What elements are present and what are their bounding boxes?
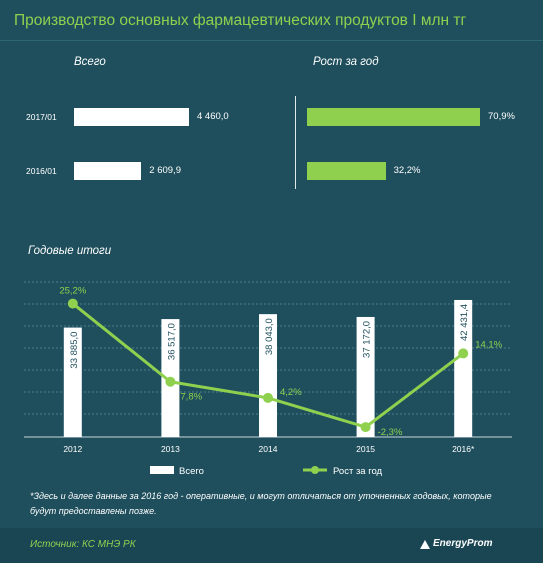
growth-bar <box>307 162 386 180</box>
growth-value: 32,2% <box>393 165 421 176</box>
growth-value-label: -2,3% <box>378 427 403 438</box>
total-bar <box>74 108 189 126</box>
x-tick-label: 2012 <box>63 444 82 454</box>
legend-swatch-total <box>150 466 174 474</box>
bar-value-label: 37 172,0 <box>362 321 373 358</box>
bar-value-label: 38 043,0 <box>264 318 275 355</box>
total-bar <box>454 299 473 437</box>
total-value: 4 460,0 <box>197 111 229 122</box>
page-title: Производство основных фармацевтических п… <box>14 12 467 29</box>
bar-value-label: 42 431,4 <box>459 304 470 341</box>
legend-label-total: Всего <box>179 466 204 477</box>
growth-section-title: Рост за год <box>313 56 379 68</box>
legend-marker-growth <box>311 466 319 474</box>
bar-value-label: 33 885,0 <box>69 332 80 369</box>
period-label: 2016/01 <box>26 166 57 176</box>
total-bar <box>63 327 82 437</box>
footer-bar <box>0 528 543 563</box>
period-label: 2017/01 <box>26 112 57 122</box>
section-divider <box>295 96 296 189</box>
total-section-title: Всего <box>74 56 106 68</box>
growth-point <box>263 392 273 403</box>
brand-name: EnergyProm <box>433 538 493 549</box>
bar-value-label: 36 517,0 <box>166 323 177 360</box>
growth-value: 70,9% <box>488 111 515 122</box>
annual-chart: 33 885,0 2012 36 517,0 2013 38 043,0 2014 37 1… <box>24 281 512 477</box>
x-tick-label: 2015 <box>356 444 375 454</box>
total-bar <box>259 314 277 437</box>
growth-point <box>360 422 371 433</box>
growth-bar <box>307 108 480 126</box>
annual-section-title: Годовые итоги <box>28 245 112 257</box>
total-bar <box>356 316 375 437</box>
x-tick-label: 2016* <box>452 444 475 454</box>
growth-value-label: 7,8% <box>180 392 202 403</box>
footnote: *Здесь и далее данные за 2016 год - опер… <box>30 491 492 516</box>
x-tick-label: 2013 <box>161 444 180 454</box>
growth-value-label: 25,2% <box>59 286 86 297</box>
source-text: Источник: КС МНЭ РК <box>30 539 136 550</box>
growth-point <box>67 298 78 309</box>
title-divider <box>0 40 543 41</box>
total-bar <box>74 162 142 180</box>
growth-value-label: 4,2% <box>280 387 302 398</box>
growth-value-label: 14,1% <box>475 339 502 350</box>
growth-point <box>165 376 176 387</box>
x-tick-label: 2014 <box>259 444 278 454</box>
total-value: 2 609,9 <box>149 165 181 176</box>
growth-point <box>458 348 469 359</box>
legend-label-growth: Рост за год <box>333 466 383 477</box>
energyprom-logo-icon <box>420 540 430 549</box>
